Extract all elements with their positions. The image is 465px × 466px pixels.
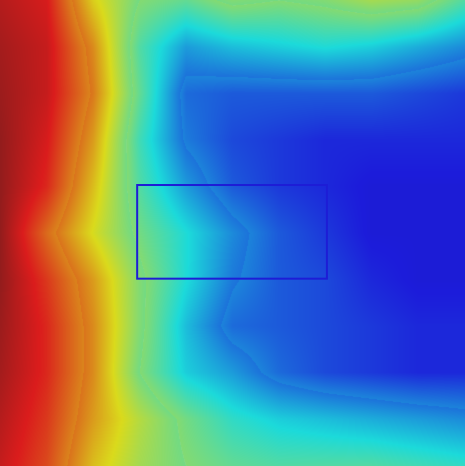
heatmap-chart <box>0 0 465 466</box>
heatmap-canvas <box>0 0 465 466</box>
